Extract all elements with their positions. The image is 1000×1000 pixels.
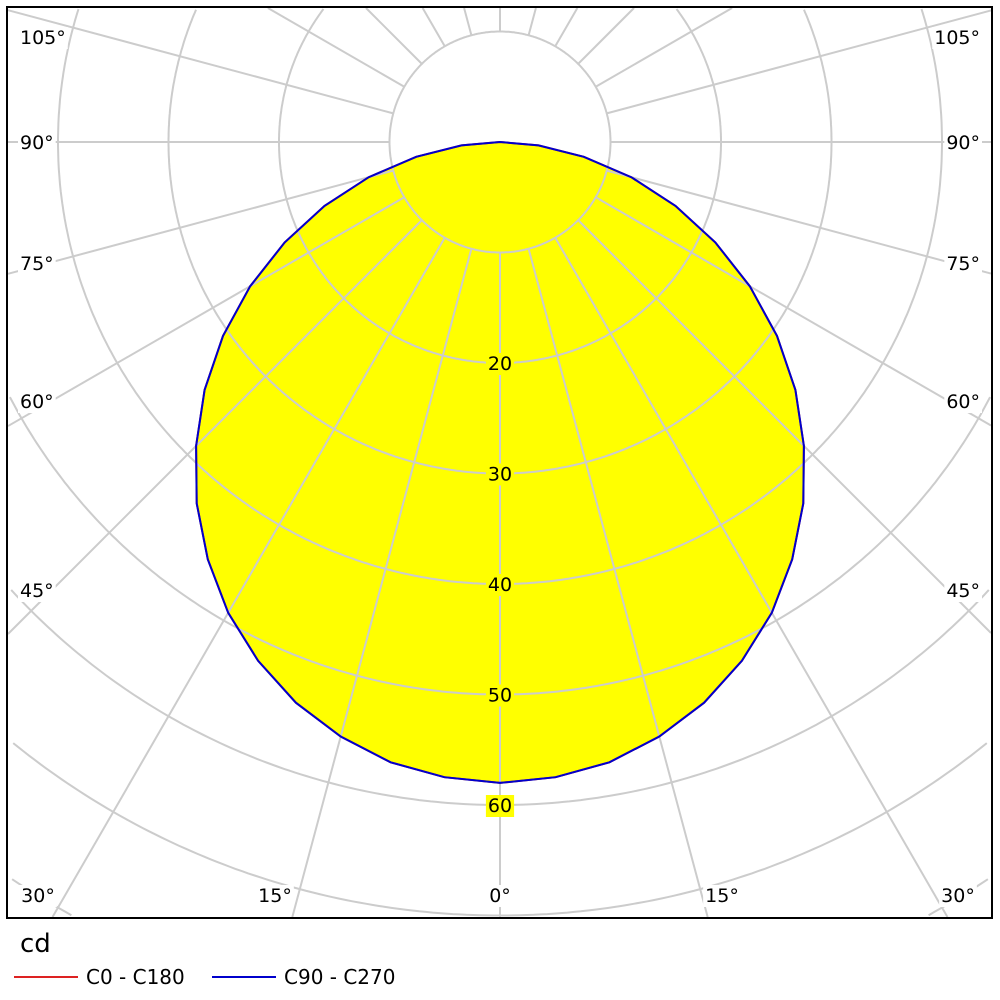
grid-spoke: [7, 9, 394, 115]
polar-intensity-chart: 20 30 40 50 60 105° 90° 75° 60° 45° 30° 15° 15° 30° 45…: [6, 6, 993, 919]
unit-label: cd: [20, 929, 51, 959]
angle-label-bg: [18, 580, 56, 602]
angle-label-left: 60°: [20, 391, 54, 413]
tick-label-bg: [485, 463, 515, 486]
angle-label-bg: [18, 132, 56, 154]
angle-label-bg: [18, 391, 56, 413]
angle-label-right: 105°: [934, 27, 980, 49]
angle-label-left: 105°: [20, 27, 66, 49]
grid-spoke: [7, 196, 405, 427]
radial-tick-label: 20: [488, 353, 512, 375]
angle-label-bg: [932, 27, 982, 49]
angle-label-bottom: 15°: [705, 885, 739, 907]
grid-spoke: [595, 7, 733, 88]
grid-spoke: [527, 248, 709, 918]
angle-label-bg: [944, 253, 982, 275]
radial-tick-label: 50: [488, 685, 512, 707]
grid-spoke: [267, 7, 405, 88]
tick-label-bg: [485, 574, 515, 596]
angle-label-bg: [944, 132, 982, 154]
legend-label: C0 - C180: [86, 965, 185, 989]
angle-label-bg: [19, 885, 57, 907]
angle-label-bottom: 15°: [258, 885, 292, 907]
grid-spoke: [291, 248, 473, 918]
grid-spoke: [577, 219, 992, 634]
legend-swatch-c0-c180: [14, 976, 78, 978]
angle-label-bg: [18, 253, 56, 275]
grid-spoke: [365, 7, 423, 65]
angle-label-bg: [944, 391, 982, 413]
grid-spoke: [606, 9, 992, 115]
legend-item-c90-c270: C90 - C270: [212, 965, 395, 989]
tick-label-bg: [485, 353, 515, 375]
angle-label-bg: [487, 885, 513, 907]
grid-spoke: [421, 7, 446, 47]
chart-frame: [6, 6, 993, 919]
grid-spoke: [577, 7, 635, 65]
grid-spoke: [51, 237, 446, 918]
legend-item-c0-c180: C0 - C180: [14, 965, 185, 989]
angle-label-right: 90°: [946, 132, 980, 154]
angle-label-bg: [18, 27, 68, 49]
angle-label-right: 60°: [946, 391, 980, 413]
angle-label-right: 45°: [946, 580, 980, 602]
angle-label-bottom: 30°: [21, 885, 55, 907]
radial-tick-label: 30: [488, 464, 512, 486]
radial-tick-label: 40: [488, 574, 512, 596]
angle-label-bg: [256, 885, 294, 907]
angle-label-bottom: 30°: [941, 885, 975, 907]
curve-c90-c270: [195, 140, 805, 784]
radial-tick-label: 60: [488, 795, 512, 817]
legend: cd C0 - C180 C90 - C270: [0, 925, 1000, 1000]
tick-label-bg: [485, 684, 515, 707]
legend-label: C90 - C270: [284, 965, 396, 989]
grid-spoke: [595, 196, 992, 427]
grid-spoke: [554, 237, 949, 918]
grid-spoke: [606, 169, 992, 275]
angle-label-center: 0°: [489, 885, 511, 907]
angle-label-bg: [703, 885, 741, 907]
tick-label-bg: [485, 795, 515, 817]
angle-label-right: 75°: [946, 253, 980, 275]
grid-spoke: [554, 7, 579, 47]
grid-spoke: [7, 219, 423, 635]
angle-label-left: 75°: [20, 253, 54, 275]
angle-label-left: 90°: [20, 132, 54, 154]
grid-spoke: [7, 169, 394, 275]
legend-swatch-c90-c270: [212, 976, 276, 978]
angle-label-bg: [939, 885, 977, 907]
grid-spoke: [463, 7, 473, 36]
grid-spoke: [527, 7, 537, 36]
angle-label-bg: [944, 580, 982, 602]
angle-label-left: 45°: [20, 580, 54, 602]
